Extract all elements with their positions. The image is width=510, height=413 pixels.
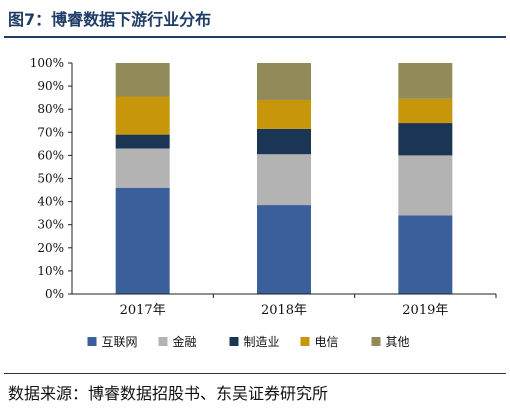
bar-segment xyxy=(257,154,311,206)
legend: 互联网 金融 制造业 电信 其他 xyxy=(87,334,410,349)
source-note: 数据来源：博睿数据招股书、东吴证券研究所 xyxy=(8,384,329,403)
y-tick-label: 60% xyxy=(37,148,64,162)
title-rule xyxy=(4,36,506,38)
y-tick-label: 0% xyxy=(45,287,64,301)
y-tick-label: 80% xyxy=(37,102,64,116)
bar-segment xyxy=(115,148,170,188)
bar-segment xyxy=(257,99,311,129)
y-tick-label: 10% xyxy=(37,264,64,278)
bars-group xyxy=(115,63,453,294)
bar-segment xyxy=(115,134,170,149)
x-tick-label: 2018年 xyxy=(261,303,307,318)
legend-swatch xyxy=(229,337,239,346)
legend-label: 金融 xyxy=(173,334,197,349)
bar-segment xyxy=(398,215,453,294)
y-tick-label: 90% xyxy=(37,79,64,93)
y-tick-label: 40% xyxy=(37,195,64,209)
bar-segment xyxy=(115,96,170,135)
y-tick-label: 70% xyxy=(37,125,64,139)
bar-segment xyxy=(398,123,453,156)
bar-segment xyxy=(398,63,453,99)
y-tick-label: 30% xyxy=(37,218,64,232)
y-tick-label: 50% xyxy=(37,172,64,186)
x-axis: 2017年 2018年 2019年 xyxy=(72,293,497,318)
figure-title: 图7：博睿数据下游行业分布 xyxy=(8,10,212,29)
legend-swatch xyxy=(158,337,168,346)
y-tick-label: 20% xyxy=(37,241,64,255)
bar-segment xyxy=(257,205,311,294)
legend-label: 制造业 xyxy=(244,335,280,349)
bar-segment xyxy=(257,63,311,100)
source-rule xyxy=(4,373,506,374)
bar-segment xyxy=(115,63,170,97)
y-axis: 0% 10% 20% 30% 40% 50% 60% 70% 80% 90% 100% xyxy=(30,56,73,301)
bar-segment xyxy=(398,98,453,124)
x-tick-label: 2019年 xyxy=(402,303,448,318)
bar-segment xyxy=(257,128,311,155)
legend-label: 其他 xyxy=(386,335,410,349)
legend-swatch xyxy=(87,337,97,346)
legend-swatch xyxy=(371,337,381,346)
legend-label: 电信 xyxy=(315,335,339,349)
legend-label: 互联网 xyxy=(102,335,138,349)
x-tick-label: 2017年 xyxy=(120,303,166,318)
bar-segment xyxy=(115,187,170,294)
y-tick-label: 100% xyxy=(30,56,64,70)
legend-swatch xyxy=(300,337,310,346)
bar-segment xyxy=(398,155,453,216)
